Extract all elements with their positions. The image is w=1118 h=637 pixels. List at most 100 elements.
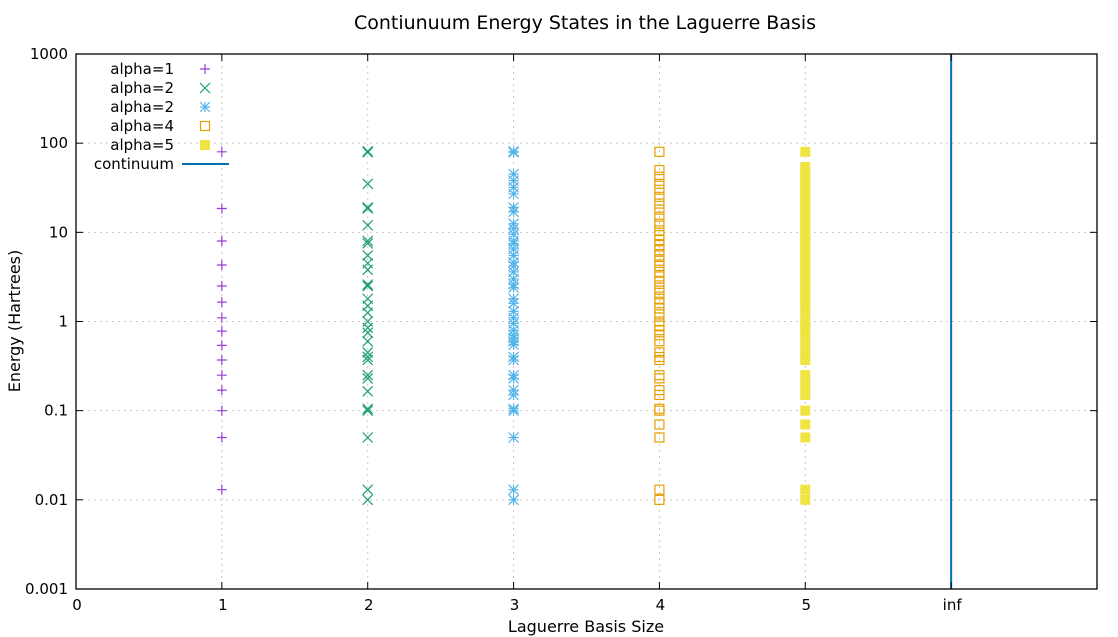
data-point (654, 191, 665, 202)
x-tick-label: 4 (656, 596, 666, 614)
legend: alpha=1alpha=2alpha=2alpha=4alpha=5conti… (94, 60, 229, 173)
data-point (508, 266, 519, 278)
data-point (362, 293, 374, 305)
data-point (654, 245, 665, 256)
data-point (654, 211, 665, 222)
data-point (362, 335, 374, 347)
series-2 (508, 145, 519, 506)
data-point (362, 178, 374, 190)
data-point (362, 405, 374, 417)
data-point (800, 484, 811, 495)
data-point (216, 203, 227, 214)
data-point (654, 370, 665, 381)
data-point (800, 309, 811, 320)
axis-ticks: 0.001 0.01 0.1 1 10 100 1000 0 1 2 3 4 5 inf (25, 45, 1097, 614)
data-point (654, 484, 665, 495)
legend-swatch (200, 64, 210, 74)
y-tick-label: 0.01 (35, 491, 68, 509)
data-point (800, 162, 811, 173)
data-point (800, 279, 811, 290)
data-point (508, 384, 519, 396)
data-point (508, 432, 519, 443)
series-layer (216, 54, 953, 589)
data-point (800, 419, 811, 430)
data-point (654, 347, 665, 358)
data-point (216, 260, 227, 271)
data-point (508, 329, 519, 341)
legend-swatch (199, 120, 211, 132)
data-point (508, 369, 519, 381)
data-point (654, 250, 665, 261)
legend-swatch (199, 101, 211, 113)
data-point (654, 403, 665, 414)
data-point (362, 280, 374, 292)
data-point (362, 219, 374, 231)
data-point (508, 273, 519, 285)
data-point (508, 312, 519, 324)
data-point (216, 235, 227, 246)
data-point (508, 351, 519, 363)
data-point (216, 370, 227, 381)
data-point (654, 178, 665, 189)
data-point (800, 225, 811, 236)
data-point (362, 372, 374, 384)
data-point (362, 369, 374, 381)
data-point (654, 198, 665, 209)
data-point (216, 405, 227, 416)
legend-label: alpha=2 (110, 98, 174, 116)
data-point (508, 218, 519, 230)
data-point (800, 351, 811, 362)
y-tick-label: 10 (49, 223, 68, 241)
data-point (216, 281, 227, 292)
data-point (654, 276, 665, 287)
data-point (800, 289, 811, 300)
data-point (362, 351, 374, 363)
data-point (216, 326, 227, 337)
data-point (654, 260, 665, 272)
x-tick-label: 3 (510, 596, 520, 614)
data-point (216, 297, 227, 308)
data-point (508, 403, 519, 415)
y-axis-label: Energy (Hartrees) (5, 250, 24, 393)
data-point (508, 175, 519, 187)
data-point (508, 243, 519, 255)
data-point (362, 238, 374, 249)
data-point (800, 336, 811, 347)
series-0 (216, 146, 227, 495)
data-point (654, 316, 665, 327)
data-point (362, 145, 374, 157)
data-point (800, 316, 811, 327)
data-point (654, 385, 665, 396)
data-point (362, 346, 374, 358)
data-point (800, 405, 811, 416)
data-point (508, 324, 519, 336)
data-point (362, 494, 374, 506)
data-point (800, 385, 811, 396)
data-point (508, 202, 519, 213)
data-point (216, 312, 227, 323)
x-tick-label: 1 (218, 596, 228, 614)
data-point (508, 279, 519, 290)
data-point (216, 484, 227, 495)
data-point (362, 316, 374, 327)
data-point (362, 327, 374, 339)
legend-swatch (200, 140, 210, 150)
data-point (362, 203, 374, 214)
data-point (216, 340, 227, 351)
data-point (654, 282, 665, 293)
data-point (216, 385, 227, 396)
data-point (800, 494, 811, 505)
data-point (508, 188, 519, 200)
data-point (654, 336, 665, 347)
data-point (654, 266, 665, 277)
data-point (362, 202, 374, 213)
data-point (362, 354, 374, 366)
data-point (654, 432, 665, 443)
data-point (362, 484, 374, 496)
y-tick-label: 0.001 (25, 580, 68, 598)
x-tick-label: 0 (72, 596, 82, 614)
legend-label: alpha=2 (110, 79, 174, 97)
chart-title: Contiunuum Energy States in the Laguerre… (354, 12, 816, 34)
legend-label: alpha=4 (110, 117, 174, 135)
